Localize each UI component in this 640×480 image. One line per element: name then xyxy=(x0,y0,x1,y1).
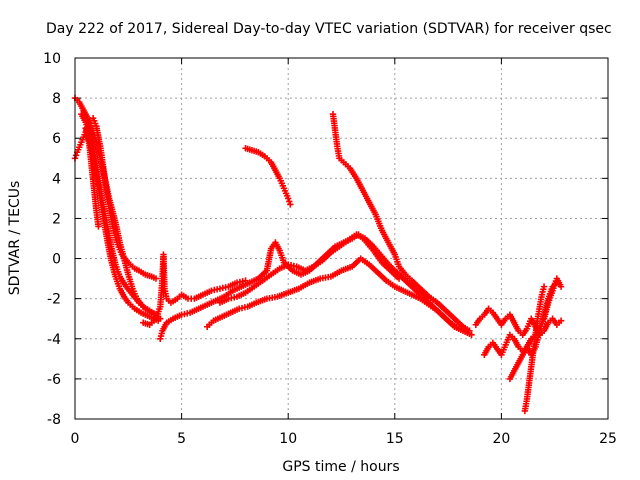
y-tick-label: -2 xyxy=(47,292,61,308)
series-arc-8 xyxy=(203,255,475,338)
data-point xyxy=(468,331,475,338)
series-arc-12 xyxy=(472,305,565,338)
y-tick-label: 10 xyxy=(43,51,61,67)
data-point xyxy=(285,195,292,202)
data-point xyxy=(95,223,102,230)
data-point xyxy=(287,201,294,208)
series-arc-9 xyxy=(216,231,462,332)
series-arc-4 xyxy=(82,124,162,324)
y-tick-label: 0 xyxy=(52,252,61,268)
x-tick-label: 25 xyxy=(599,431,617,447)
data-point xyxy=(557,317,565,324)
series-arc-1 xyxy=(71,114,160,282)
x-tick-label: 20 xyxy=(492,431,510,447)
data-point xyxy=(540,283,548,290)
series-arc-5 xyxy=(84,131,102,230)
data-points xyxy=(71,94,565,415)
series-arc-10 xyxy=(242,145,294,208)
y-tick-label: -8 xyxy=(47,412,61,428)
y-tick-label: 2 xyxy=(52,211,61,227)
x-tick-label: 0 xyxy=(71,431,80,447)
series-arc-15 xyxy=(521,283,548,415)
data-point xyxy=(553,279,561,286)
x-tick-label: 5 xyxy=(177,431,186,447)
y-tick-label: -4 xyxy=(47,332,61,348)
data-point xyxy=(557,283,565,290)
data-point xyxy=(466,327,473,334)
series-arc-11 xyxy=(329,110,473,334)
series-arc-7 xyxy=(157,231,403,342)
data-point xyxy=(455,325,462,332)
y-tick-label: 4 xyxy=(52,171,61,187)
data-point xyxy=(152,275,160,282)
chart-title: Day 222 of 2017, Sidereal Day-to-day VTE… xyxy=(46,21,612,37)
x-tick-label: 10 xyxy=(279,431,297,447)
grid-lines xyxy=(75,58,608,419)
y-tick-label: -6 xyxy=(47,372,61,388)
y-axis-title: SDTVAR / TECUs xyxy=(7,181,23,296)
y-tick-label: 8 xyxy=(52,91,61,107)
x-tick-label: 15 xyxy=(386,431,404,447)
series-arc-6 xyxy=(140,251,249,328)
data-point xyxy=(286,198,293,205)
plot-frame xyxy=(74,57,609,420)
y-tick-label: 6 xyxy=(52,131,61,147)
data-point xyxy=(72,152,80,159)
x-axis-title: GPS time / hours xyxy=(282,459,399,475)
